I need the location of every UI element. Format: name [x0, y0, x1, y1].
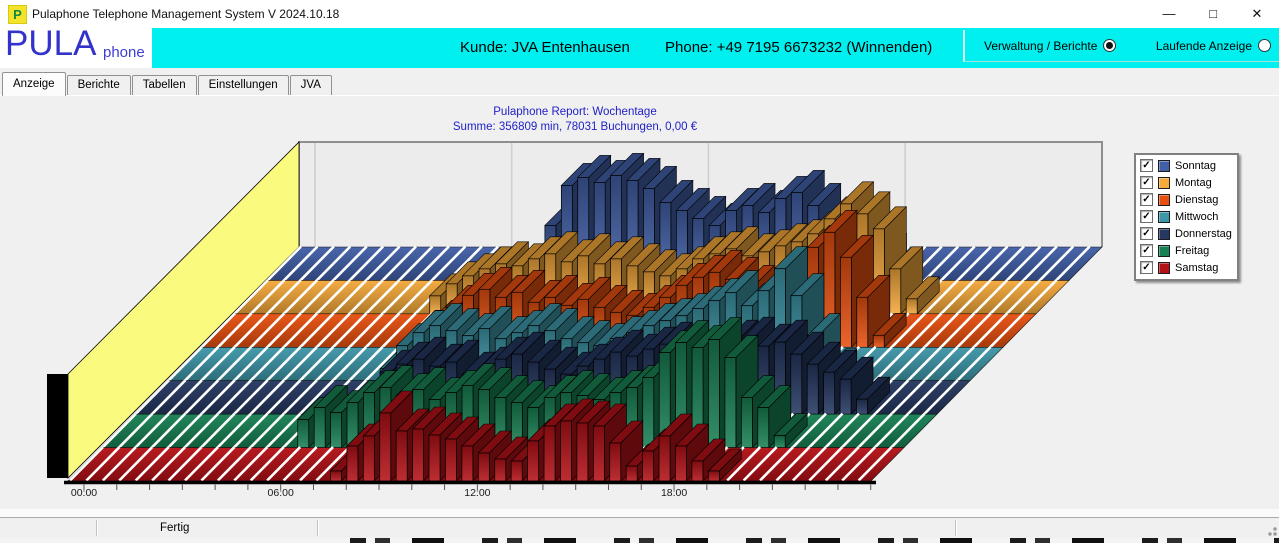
- tab-bar: Anzeige Berichte Tabellen Einstellungen JVA: [0, 68, 1279, 96]
- legend-label: Sonntag: [1175, 159, 1216, 172]
- legend-label: Dienstag: [1175, 193, 1219, 206]
- tab-tabellen[interactable]: Tabellen: [131, 75, 197, 95]
- legend-color-swatch: [1158, 227, 1170, 240]
- header-bar: PULA phone Kunde: JVA Entenhausen Phone:…: [0, 24, 1279, 68]
- legend-checkbox[interactable]: ✓: [1140, 261, 1153, 274]
- chart-legend: ✓ Sonntag ✓ Montag ✓ Dienstag ✓ Mittwoch ✓ Donner…: [1134, 153, 1239, 281]
- radio-button-icon[interactable]: [1103, 39, 1117, 52]
- status-message: Fertig: [160, 522, 190, 534]
- legend-color-swatch: [1158, 261, 1170, 274]
- chart-subtitle: Summe: 356809 min, 78031 Buchungen, 0,00…: [452, 121, 698, 133]
- legend-item-montag: ✓ Montag: [1136, 174, 1237, 191]
- legend-item-freitag: ✓ Freitag: [1136, 242, 1237, 259]
- legend-label: Samstag: [1175, 261, 1219, 274]
- brand-logo-sub: phone: [103, 44, 145, 61]
- x-tick-label: 12:00: [464, 487, 491, 499]
- legend-item-dienstag: ✓ Dienstag: [1136, 191, 1237, 208]
- legend-color-swatch: [1158, 193, 1170, 206]
- content-bottom-strip: [0, 509, 1279, 518]
- tab-jva[interactable]: JVA: [289, 75, 332, 95]
- status-separator: [96, 520, 97, 536]
- legend-checkbox[interactable]: ✓: [1140, 227, 1153, 240]
- close-button[interactable]: ✕: [1251, 6, 1263, 21]
- legend-checkbox[interactable]: ✓: [1140, 159, 1153, 172]
- tab-berichte[interactable]: Berichte: [66, 75, 131, 95]
- radio-button-icon[interactable]: [1258, 39, 1271, 52]
- legend-item-sonntag: ✓ Sonntag: [1136, 157, 1237, 174]
- legend-color-swatch: [1158, 210, 1170, 223]
- tab-page-anzeige: [0, 95, 1279, 510]
- chart-title: Pulaphone Report: Wochentage: [493, 106, 657, 118]
- legend-item-samstag: ✓ Samstag: [1136, 259, 1237, 276]
- status-separator: [317, 520, 318, 536]
- logo-panel: PULA phone: [0, 24, 152, 68]
- x-tick-label: 06:00: [267, 487, 294, 499]
- clipped-content-row: [0, 538, 1279, 543]
- maximize-button[interactable]: □: [1209, 6, 1217, 21]
- legend-label: Mittwoch: [1175, 210, 1219, 223]
- legend-color-swatch: [1158, 159, 1170, 172]
- legend-color-swatch: [1158, 176, 1170, 189]
- app-logo-icon: P: [8, 5, 27, 24]
- title-bar: P Pulaphone Telephone Management System …: [0, 0, 1279, 28]
- radio-label: Verwaltung / Berichte: [984, 38, 1098, 53]
- window-title: Pulaphone Telephone Management System V …: [32, 7, 340, 21]
- customer-label: Kunde: JVA Entenhausen: [460, 39, 630, 56]
- mode-radio-group: Verwaltung / Berichte Laufende Anzeige: [963, 30, 1279, 62]
- status-bar: Fertig: [0, 518, 1279, 538]
- phone-label: Phone: +49 7195 6673232 (Winnenden): [665, 39, 933, 56]
- legend-item-mittwoch: ✓ Mittwoch: [1136, 208, 1237, 225]
- x-tick-label: 00:00: [70, 487, 98, 499]
- tab-einstellungen[interactable]: Einstellungen: [197, 75, 289, 95]
- x-tick-label: 18:00: [660, 487, 688, 499]
- brand-logo: PULA: [5, 24, 97, 63]
- legend-checkbox[interactable]: ✓: [1140, 176, 1153, 189]
- legend-checkbox[interactable]: ✓: [1140, 244, 1153, 257]
- tab-anzeige[interactable]: Anzeige: [2, 72, 66, 96]
- status-separator: [955, 520, 956, 536]
- radio-label: Laufende Anzeige: [1155, 38, 1252, 53]
- legend-checkbox[interactable]: ✓: [1140, 193, 1153, 206]
- legend-label: Donnerstag: [1175, 227, 1232, 240]
- legend-color-swatch: [1158, 244, 1170, 257]
- resize-grip-icon[interactable]: [1265, 524, 1277, 536]
- legend-checkbox[interactable]: ✓: [1140, 210, 1153, 223]
- legend-label: Montag: [1175, 176, 1212, 189]
- mode-option-verwaltung-berichte[interactable]: Verwaltung / Berichte: [984, 38, 1117, 53]
- minimize-button[interactable]: —: [1162, 6, 1176, 21]
- legend-label: Freitag: [1175, 244, 1210, 257]
- legend-item-donnerstag: ✓ Donnerstag: [1136, 225, 1237, 242]
- mode-option-laufende-anzeige[interactable]: Laufende Anzeige: [1156, 39, 1271, 53]
